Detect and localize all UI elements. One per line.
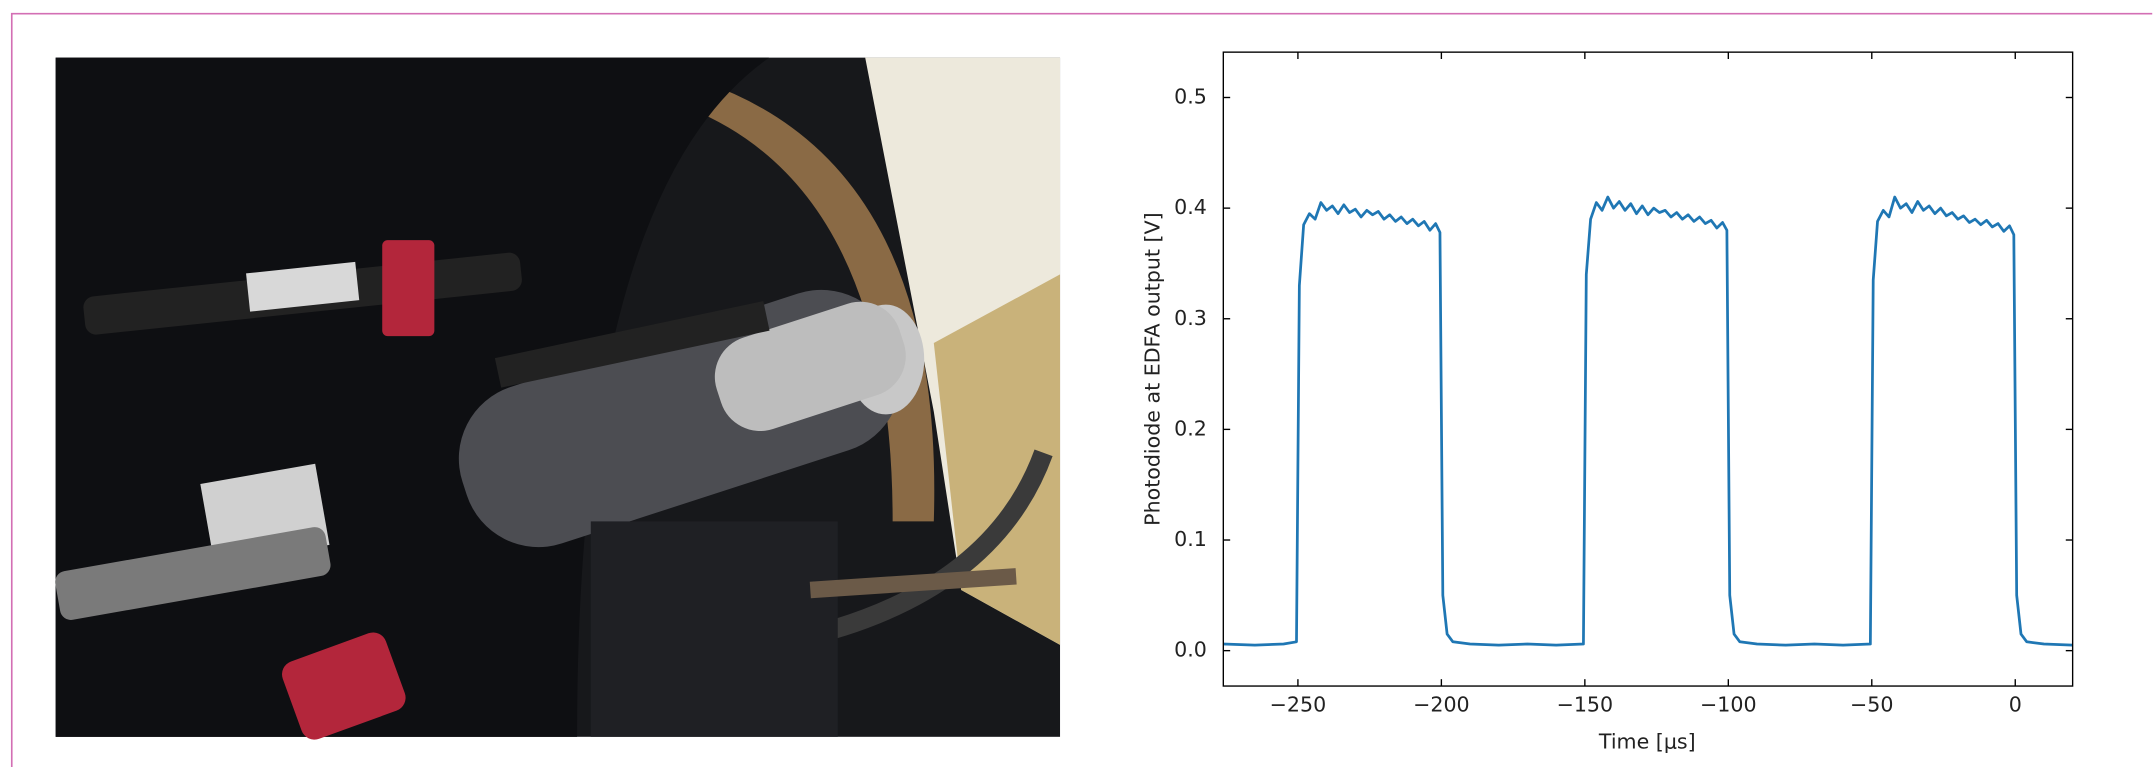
photo-dome [577, 57, 935, 522]
photo-tube-front [714, 301, 906, 431]
photo-rail [494, 301, 770, 388]
x-tick-label: −50 [1850, 692, 1893, 716]
photo-red-camera [382, 240, 435, 337]
x-axis-label: Time [μs] [1598, 729, 1696, 753]
frame-border [10, 12, 2153, 767]
y-tick-label: 0.3 [1174, 306, 1207, 330]
y-tick-label: 0.0 [1174, 638, 1207, 662]
y-axis-label: Photodiode at EDFA output [V] [1140, 212, 1164, 526]
photo-camera [282, 632, 406, 740]
photo-mount [590, 521, 838, 737]
plot-frame [1222, 51, 2074, 687]
y-tick-label: 0.4 [1174, 195, 1207, 219]
x-tick-label: 0 [2009, 692, 2022, 716]
photo-guide-mount [246, 261, 360, 312]
x-tick-label: −150 [1557, 692, 1614, 716]
photo-eyepiece [55, 527, 331, 620]
data-line [1223, 195, 2073, 647]
x-tick-label: −200 [1413, 692, 1470, 716]
chart: Time [μs] Photodiode at EDFA output [V] … [1140, 51, 2074, 753]
y-tick-label: 0.2 [1174, 416, 1207, 440]
y-tick-label: 0.1 [1174, 527, 1207, 551]
y-tick-label: 0.5 [1174, 84, 1207, 108]
photo-counterweight-bar [809, 568, 1017, 599]
x-tick-label: −250 [1270, 692, 1327, 716]
photo [55, 57, 1061, 740]
x-tick-label: −100 [1700, 692, 1757, 716]
